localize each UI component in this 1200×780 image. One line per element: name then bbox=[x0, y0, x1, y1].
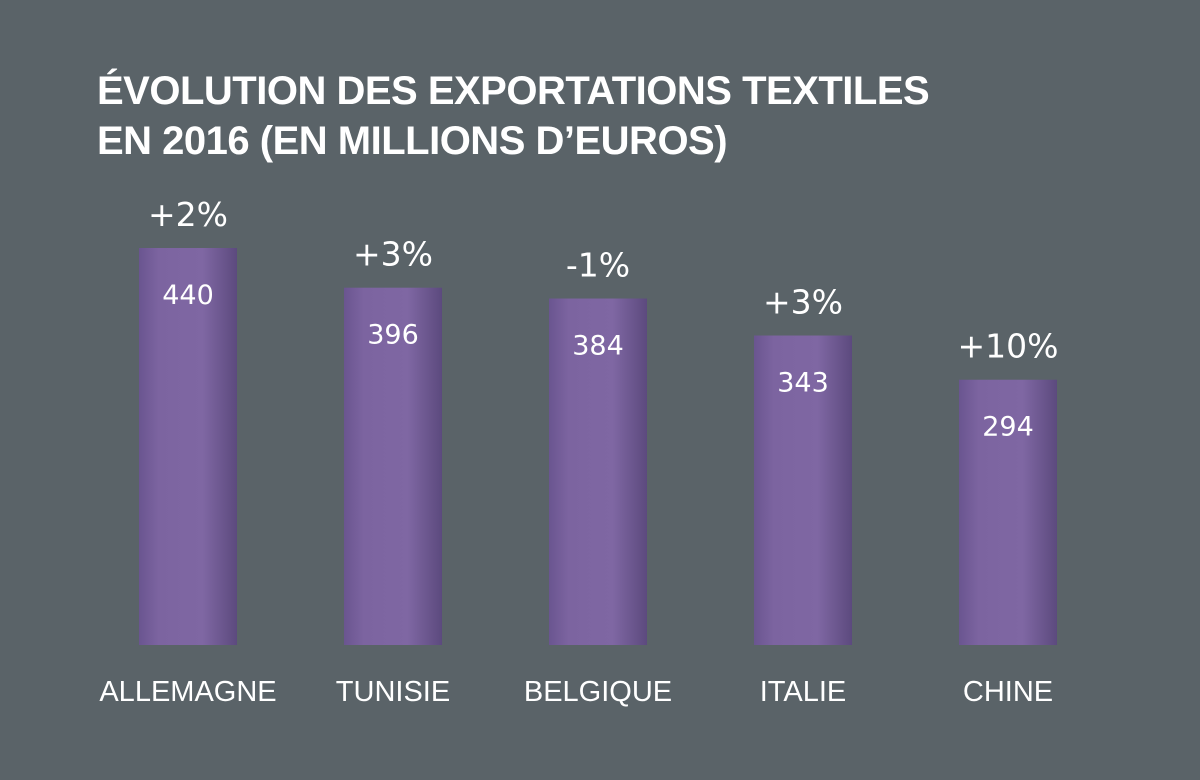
data-label-italie: 343 bbox=[777, 368, 829, 399]
data-label-allemagne: 440 bbox=[162, 280, 214, 311]
category-label-chine: CHINE bbox=[963, 676, 1053, 708]
bar-chine bbox=[959, 379, 1057, 645]
category-label-italie: ITALIE bbox=[760, 676, 847, 708]
change-label-belgique: -1% bbox=[566, 246, 630, 285]
category-label-tunisie: TUNISIE bbox=[336, 676, 450, 708]
chart-title-line-2: EN 2016 (EN MILLIONS D’EUROS) bbox=[97, 119, 728, 163]
category-label-belgique: BELGIQUE bbox=[524, 676, 672, 708]
data-label-belgique: 384 bbox=[572, 331, 624, 362]
chart-title-line-1: ÉVOLUTION DES EXPORTATIONS TEXTILES bbox=[97, 69, 930, 113]
change-label-allemagne: +2% bbox=[148, 195, 228, 234]
change-label-italie: +3% bbox=[763, 283, 843, 322]
bar-allemagne bbox=[139, 248, 237, 645]
data-label-tunisie: 396 bbox=[367, 320, 419, 351]
chart-title: ÉVOLUTION DES EXPORTATIONS TEXTILES EN 2… bbox=[97, 66, 997, 166]
bar-tunisie bbox=[344, 287, 442, 645]
bar-belgique bbox=[549, 298, 647, 645]
change-label-chine: +10% bbox=[958, 327, 1059, 366]
change-label-tunisie: +3% bbox=[353, 235, 433, 274]
bars-layer: 440 +2% ALLEMAGNE 396 +3% TUNISIE 384 -1% BELGIQ… bbox=[99, 195, 1058, 708]
data-label-chine: 294 bbox=[982, 412, 1034, 443]
bar-italie bbox=[754, 335, 852, 645]
category-label-allemagne: ALLEMAGNE bbox=[99, 676, 276, 708]
